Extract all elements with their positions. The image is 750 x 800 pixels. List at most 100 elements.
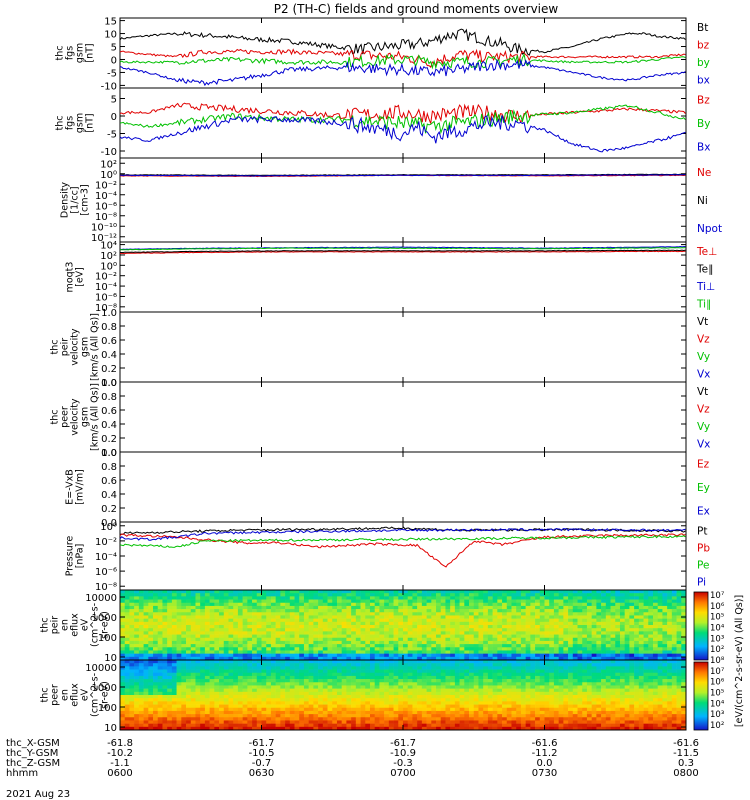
spectrogram-cell [492, 698, 498, 702]
spectrogram-cell [572, 637, 578, 642]
spectrogram-cell [190, 675, 196, 680]
spectrogram-cell [384, 669, 390, 674]
spectrogram-cell [464, 672, 470, 677]
spectrogram-cell [204, 590, 210, 594]
spectrogram-cell [365, 590, 371, 594]
spectrogram-cell [346, 695, 352, 699]
spectrogram-cell [563, 682, 569, 686]
spectrogram-cell [497, 707, 503, 712]
spectrogram-cell [266, 660, 272, 664]
spectrogram-cell [393, 621, 399, 626]
spectrogram-cell [223, 669, 229, 674]
spectrogram-cell [586, 602, 592, 607]
spectrogram-cell [421, 593, 427, 597]
spectrogram-cell [237, 701, 243, 705]
spectrogram-cell [247, 631, 253, 635]
spectrogram-cell [525, 717, 531, 721]
spectrogram-cell [464, 640, 470, 645]
spectrogram-cell [285, 691, 291, 696]
spectrogram-cell [369, 714, 375, 718]
spectrogram-cell [176, 691, 182, 696]
spectrogram-cell [412, 599, 418, 604]
spectrogram-cell [450, 698, 456, 702]
spectrogram-cell [176, 675, 182, 680]
spectrogram-cell [171, 605, 177, 610]
spectrogram-cell [601, 647, 607, 651]
spectrogram-cell [256, 634, 262, 639]
spectrogram-cell [369, 656, 375, 661]
spectrogram-cell [417, 682, 423, 686]
spectrogram-cell [219, 663, 225, 667]
spectrogram-cell [242, 701, 248, 705]
spectrogram-cell [223, 644, 229, 648]
spectrogram-cell [393, 682, 399, 686]
spectrogram-cell [436, 647, 442, 651]
spectrogram-cell [398, 679, 404, 683]
spectrogram-cell [407, 701, 413, 705]
spectrogram-cell [233, 704, 239, 709]
spectrogram-cell [195, 663, 201, 667]
spectrogram-cell [516, 682, 522, 686]
spectrogram-cell [318, 634, 324, 639]
spectrogram-cell [549, 618, 555, 623]
spectrogram-cell [148, 710, 154, 715]
spectrogram-cell [464, 647, 470, 651]
spectrogram-cell [544, 631, 550, 635]
spectrogram-cell [157, 634, 163, 639]
spectrogram-cell [374, 656, 380, 661]
spectrogram-cell [266, 720, 272, 724]
spectrogram-cell [120, 647, 126, 651]
spectrogram-cell [313, 644, 319, 648]
spectrogram-cell [351, 612, 357, 616]
spectrogram-cell [256, 625, 262, 629]
spectrogram-cell [143, 647, 149, 651]
spectrogram-cell [252, 707, 258, 712]
spectrogram-cell [549, 596, 555, 600]
spectrogram-cell [544, 599, 550, 604]
spectrogram-cell [544, 726, 550, 731]
spectrogram-cell [120, 691, 126, 696]
spectrogram-cell [464, 707, 470, 712]
spectrogram-cell [332, 650, 338, 654]
spectrogram-cell [525, 660, 531, 664]
spectrogram-cell [336, 710, 342, 715]
spectrogram-cell [346, 707, 352, 712]
spectrogram-cell [568, 590, 574, 594]
spectrogram-cell [638, 605, 644, 610]
spectrogram-cell [492, 704, 498, 709]
spectrogram-cell [379, 707, 385, 712]
spectrogram-cell [487, 688, 493, 693]
spectrogram-cell [398, 621, 404, 626]
spectrogram-cell [530, 628, 536, 632]
spectrogram-cell [440, 675, 446, 680]
spectrogram-cell [209, 707, 215, 712]
spectrogram-cell [167, 695, 173, 699]
spectrogram-cell [553, 685, 559, 689]
spectrogram-cell [157, 685, 163, 689]
spectrogram-cell [629, 625, 635, 629]
spectrogram-cell [252, 615, 258, 619]
spectrogram-cell [544, 710, 550, 715]
spectrogram-cell [662, 618, 668, 623]
spectrogram-cell [336, 596, 342, 600]
spectrogram-cell [629, 612, 635, 616]
spectrogram-cell [195, 640, 201, 645]
spectrogram-cell [469, 679, 475, 683]
spectrogram-cell [379, 615, 385, 619]
spectrogram-cell [322, 717, 328, 721]
spectrogram-cell [365, 653, 371, 658]
spectrogram-cell [615, 618, 621, 623]
spectrogram-cell [214, 726, 220, 731]
spectrogram-cell [473, 691, 479, 696]
spectrogram-cell [233, 656, 239, 661]
spectrogram-cell [563, 679, 569, 683]
spectrogram-cell [553, 640, 559, 645]
spectrogram-cell [247, 698, 253, 702]
spectrogram-cell [365, 691, 371, 696]
spectrogram-cell [270, 644, 276, 648]
spectrogram-cell [209, 701, 215, 705]
spectrogram-cell [186, 691, 192, 696]
spectrogram-cell [171, 602, 177, 607]
spectrogram-cell [619, 602, 625, 607]
spectrogram-cell [285, 618, 291, 623]
